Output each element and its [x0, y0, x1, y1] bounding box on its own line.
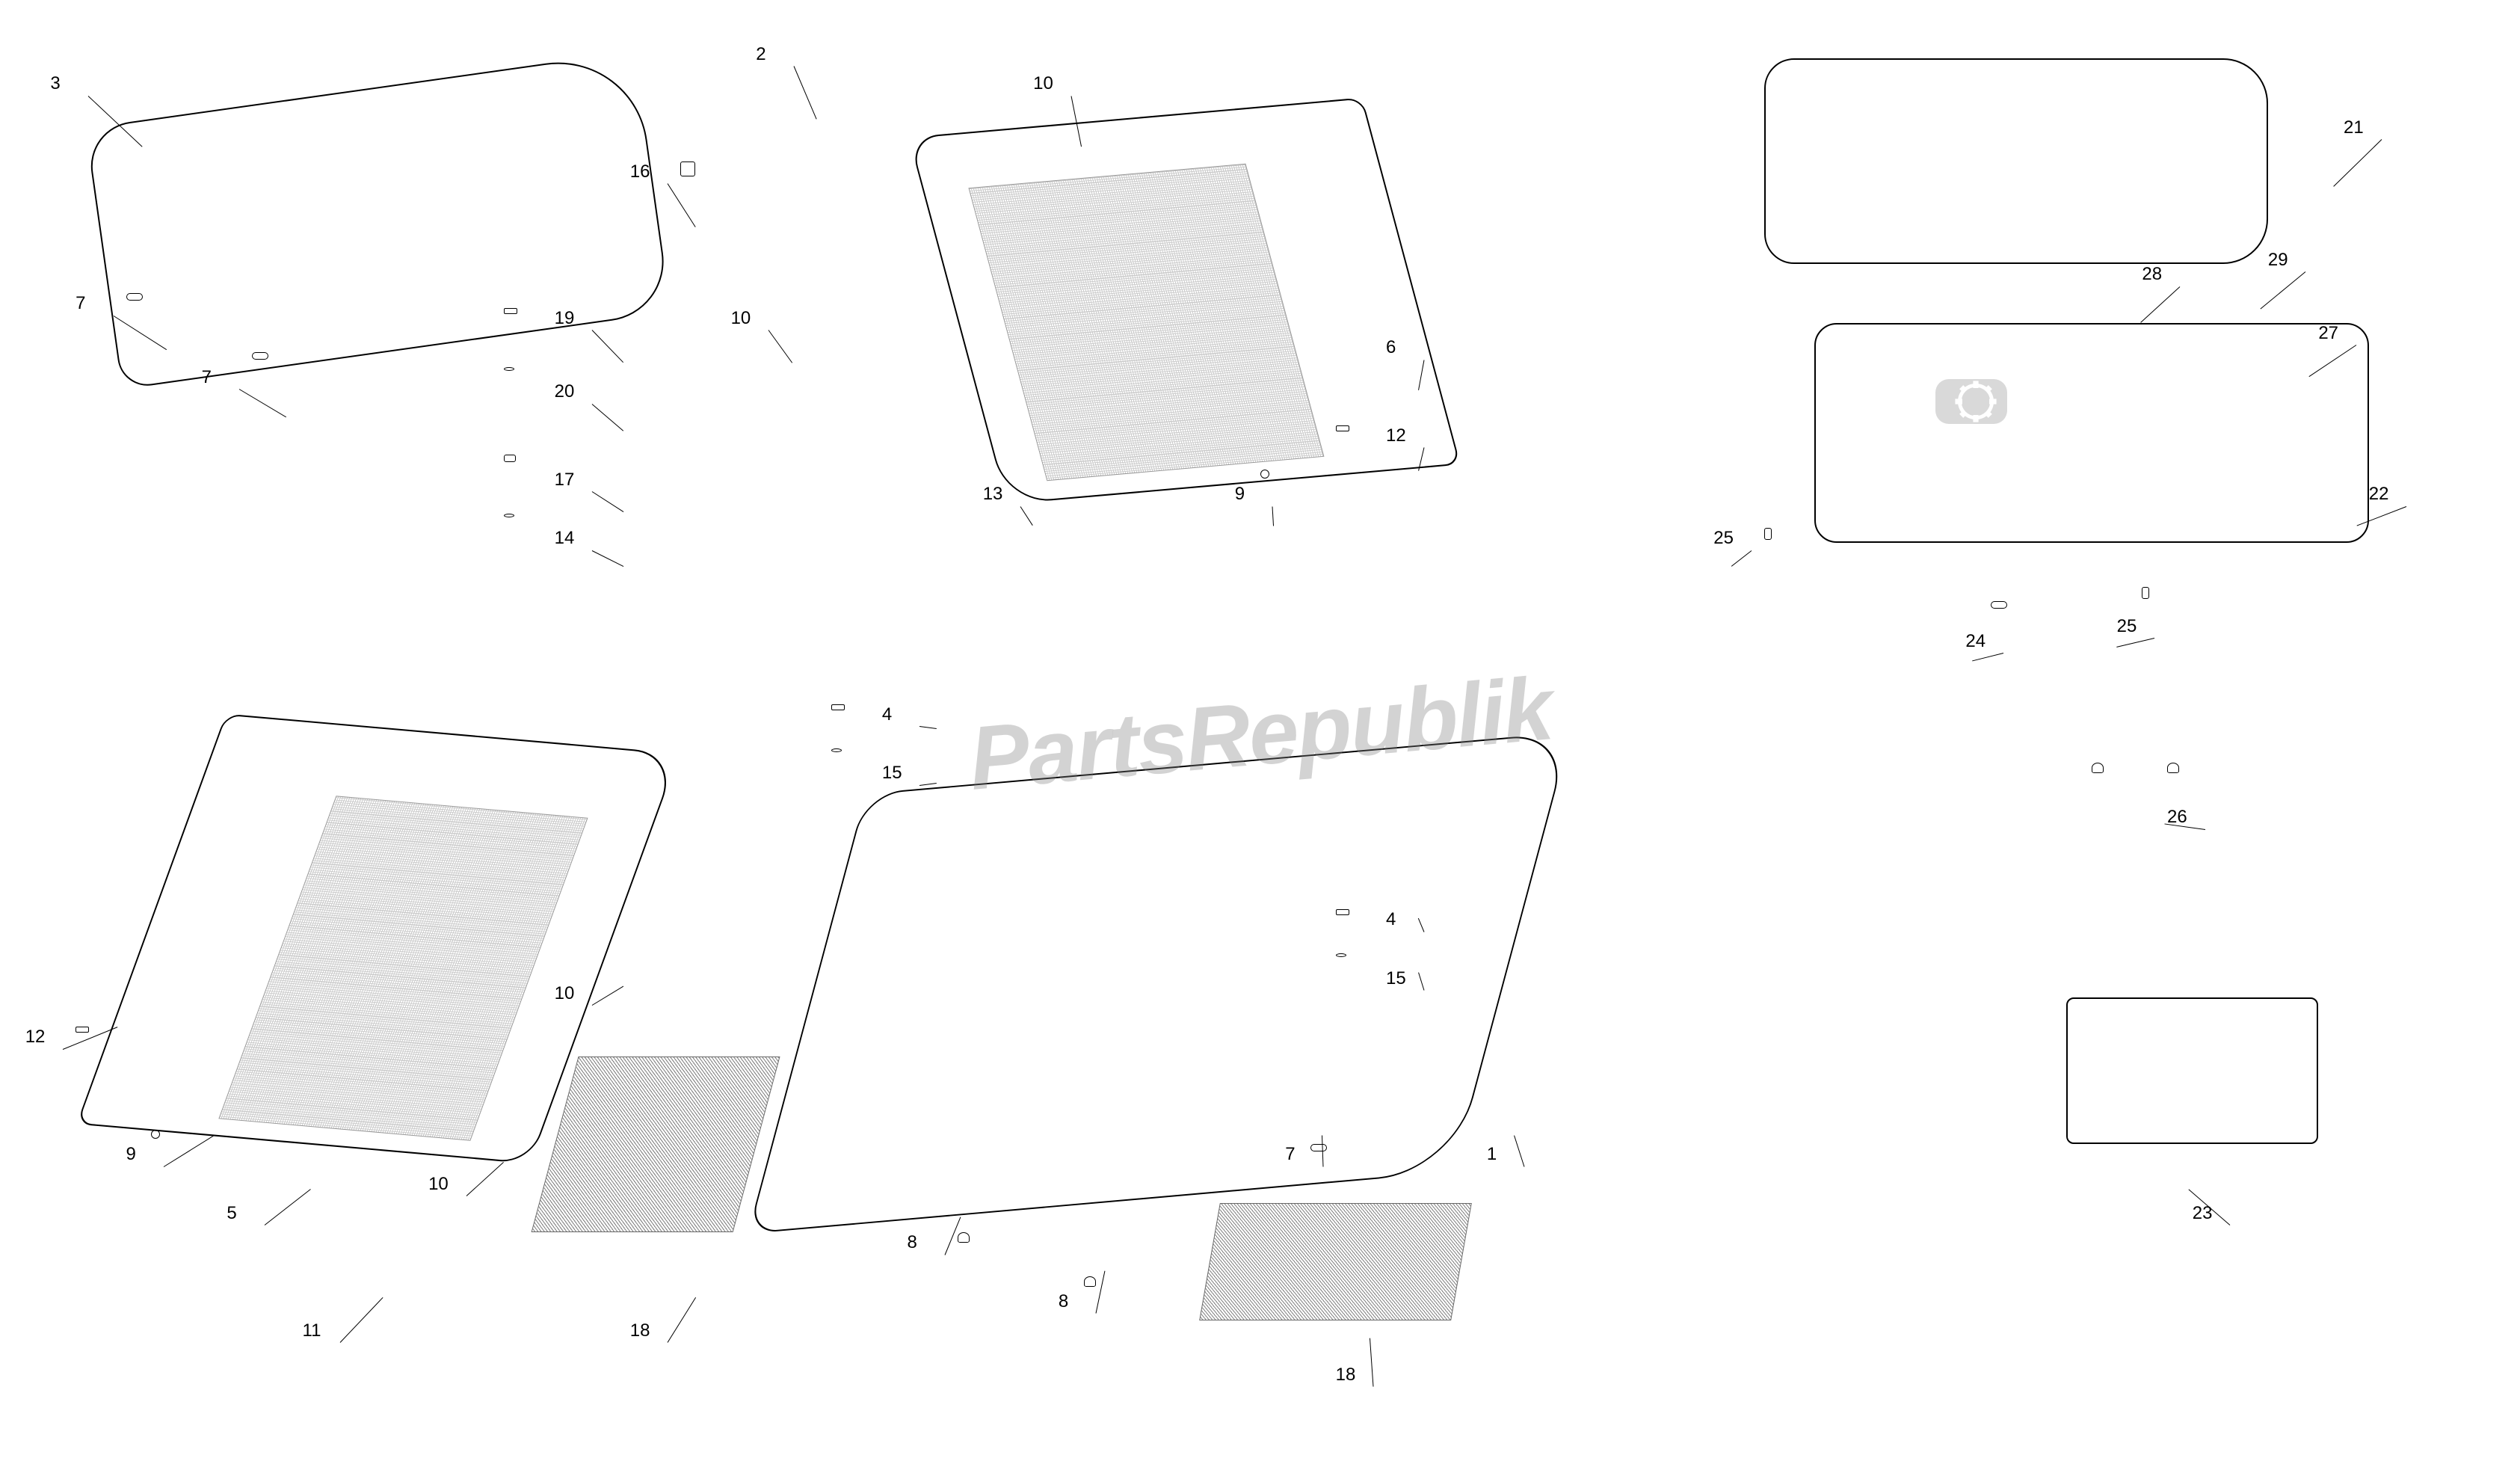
callout-number: 3 [50, 73, 60, 94]
leader-line [2140, 286, 2180, 323]
callout-number: 28 [2142, 264, 2162, 285]
pillion-pad-outline [1764, 58, 2268, 264]
callout-number: 4 [882, 704, 892, 725]
leader-line [2333, 140, 2382, 188]
leader-line [592, 491, 624, 512]
callout-number: 8 [908, 1232, 917, 1253]
leader-line [239, 389, 287, 417]
callout-number: 20 [555, 381, 575, 402]
nut-icon [151, 1130, 160, 1139]
watermark-gear-icon [1926, 352, 2016, 446]
bumper-icon [1084, 1276, 1096, 1287]
tool-tray-outline [2066, 997, 2318, 1144]
washer-icon [504, 514, 514, 517]
callout-number: 24 [1965, 631, 1985, 652]
callout-number: 1 [1487, 1144, 1497, 1165]
leader-line [592, 550, 623, 567]
callout-number: 14 [555, 528, 575, 549]
leader-line [340, 1297, 383, 1343]
callout-number: 19 [555, 308, 575, 329]
nut-icon [1260, 470, 1269, 479]
leader-line [2261, 271, 2306, 309]
leader-line [164, 1135, 215, 1167]
bumper-icon [958, 1232, 970, 1243]
leader-line [265, 1189, 311, 1225]
callout-number: 18 [1336, 1365, 1356, 1386]
bolt-icon [1336, 909, 1349, 915]
leader-line [592, 986, 624, 1006]
bolt-icon [831, 704, 845, 710]
leader-line [1370, 1338, 1373, 1387]
clip-icon [1991, 601, 2007, 609]
callout-number: 12 [1386, 425, 1406, 446]
callout-number: 29 [2268, 250, 2288, 271]
callout-number: 17 [555, 470, 575, 490]
callout-number: 16 [630, 162, 650, 182]
leader-line [592, 330, 624, 363]
leader-line [919, 726, 937, 729]
leader-line [592, 404, 624, 431]
leader-line [919, 783, 937, 786]
foam-pad-left [531, 1057, 780, 1232]
callout-number: 15 [882, 763, 902, 784]
callout-number: 18 [630, 1320, 650, 1341]
leader-line [466, 1162, 503, 1196]
callout-number: 12 [25, 1027, 46, 1048]
callout-number: 9 [1235, 484, 1245, 505]
callout-number: 10 [555, 983, 575, 1004]
callout-number: 5 [227, 1203, 236, 1224]
leader-line [1514, 1135, 1524, 1166]
callout-number: 22 [2369, 484, 2389, 505]
foam-pad-right [1199, 1203, 1472, 1320]
leader-line [1096, 1270, 1106, 1313]
leader-line [1731, 550, 1752, 567]
callout-number: 10 [428, 1174, 449, 1195]
leader-line [668, 1297, 696, 1343]
leader-line [1272, 506, 1274, 526]
leader-line [793, 67, 816, 120]
callout-number: 7 [202, 367, 212, 388]
leader-line [1020, 506, 1033, 526]
bolt-icon [504, 308, 517, 314]
pillion-base-outline [1814, 323, 2369, 543]
callout-number: 10 [1033, 73, 1053, 94]
leader-line [1972, 653, 2003, 661]
pin-icon [2142, 587, 2149, 599]
callout-number: 26 [2167, 807, 2187, 828]
bumper-icon [2092, 763, 2104, 773]
callout-number: 2 [756, 44, 765, 65]
callout-number: 4 [1386, 909, 1396, 930]
bolt-icon [1336, 425, 1349, 431]
callout-number: 7 [1285, 1144, 1295, 1165]
rear-seat-outline [85, 51, 671, 390]
plug-icon [680, 162, 695, 176]
washer-icon [831, 748, 842, 752]
callout-number: 25 [1713, 528, 1734, 549]
clip-icon [126, 293, 143, 301]
callout-number: 27 [2318, 323, 2338, 344]
callout-number: 7 [76, 293, 85, 314]
clip-icon [252, 352, 268, 360]
callout-number: 13 [983, 484, 1003, 505]
bumper-icon [2167, 763, 2179, 773]
leader-line [768, 330, 792, 363]
callout-number: 10 [731, 308, 751, 329]
callout-number: 9 [126, 1144, 136, 1165]
leader-line [668, 183, 696, 227]
clip-icon [1310, 1144, 1327, 1151]
callout-number: 23 [2193, 1203, 2213, 1224]
leader-line [2116, 638, 2154, 648]
bolt-icon [76, 1027, 89, 1033]
callout-number: 11 [303, 1320, 321, 1341]
pin-icon [1764, 528, 1772, 540]
front-seat-outline [748, 732, 1571, 1234]
callout-number: 8 [1059, 1291, 1068, 1312]
parts-diagram: PartsRepublik 12344567778899101010101112… [0, 0, 2520, 1467]
callout-number: 21 [2344, 117, 2364, 138]
plate-icon [504, 455, 516, 462]
callout-number: 25 [2117, 616, 2137, 637]
washer-icon [504, 367, 514, 371]
callout-number: 15 [1386, 968, 1406, 989]
callout-number: 6 [1386, 337, 1396, 358]
